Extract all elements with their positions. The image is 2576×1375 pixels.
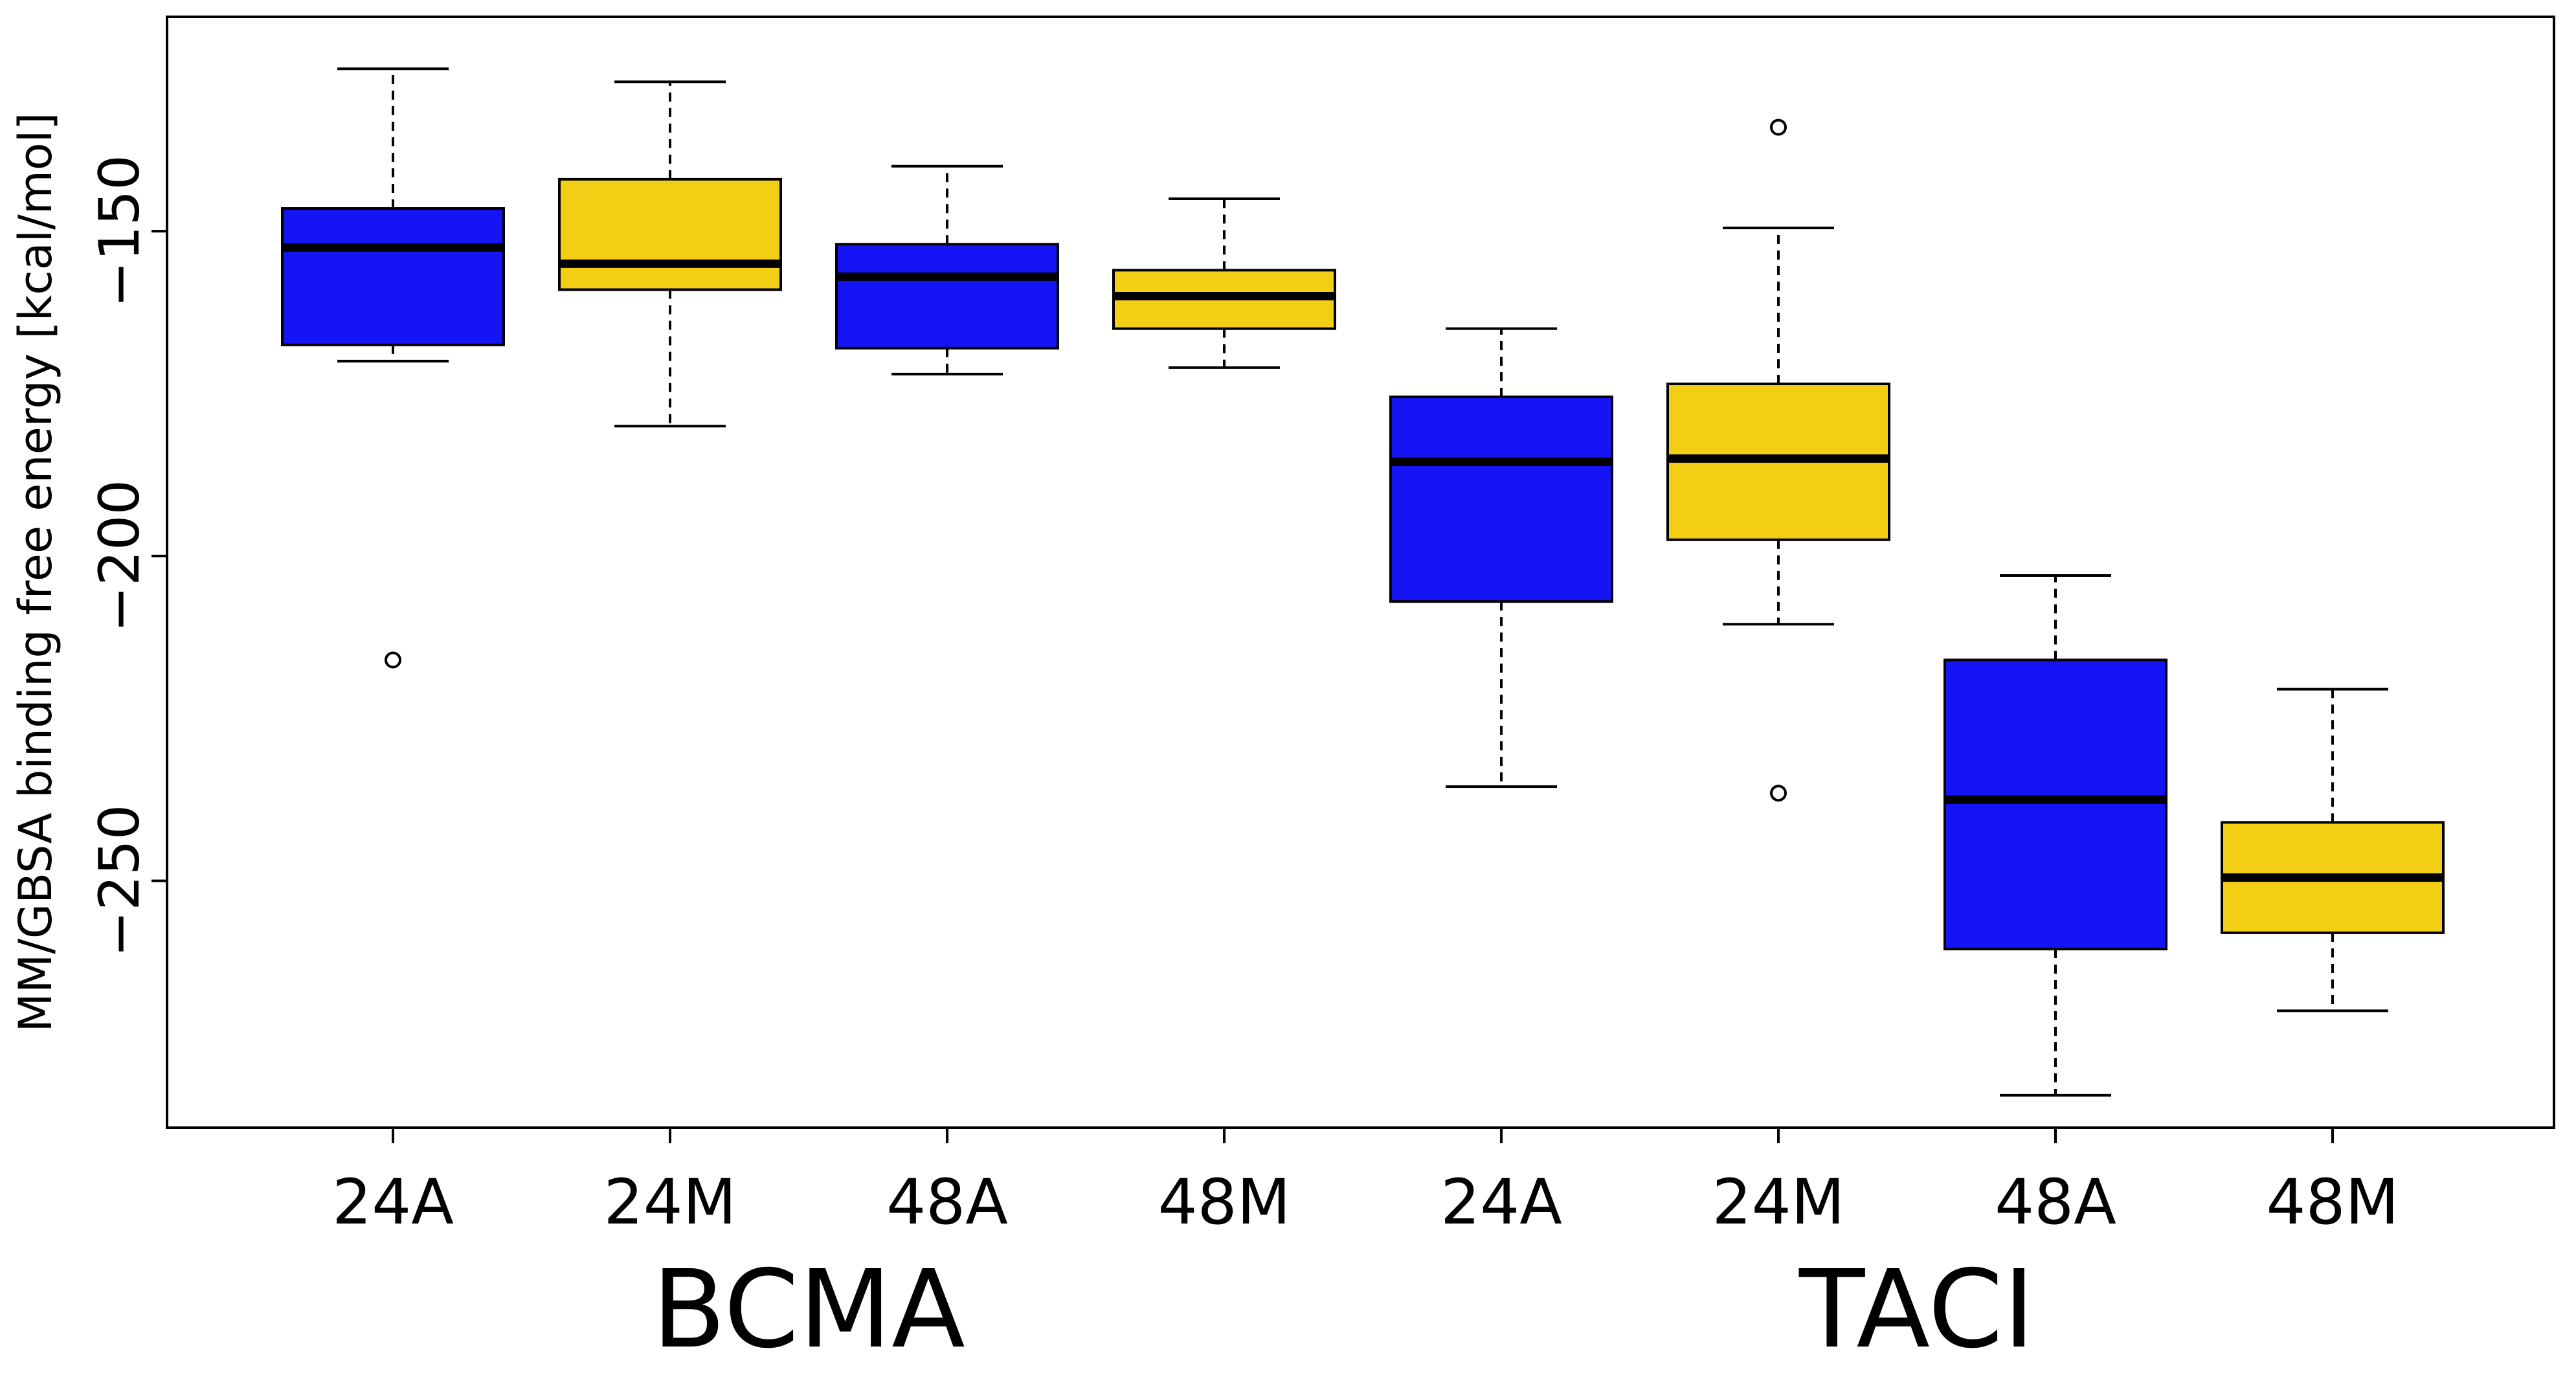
x-tick-label: 48M [2267,1166,2399,1238]
x-tick-label: 48A [886,1166,1008,1238]
outlier-point [1770,785,1787,802]
x-tick-label: 24M [1712,1166,1845,1238]
outlier-point [1770,118,1787,136]
box-taci-24a [1389,327,1613,788]
x-tick-label: 48A [1995,1166,2116,1238]
outlier-point [385,651,401,669]
axis-layer: −150 −200 −250 24A 24M 48A 48M 24A 24M 48A 48M BCMA… [87,155,2399,1372]
y-axis-label: MM/GBSA binding free energy [kcal/mol] [9,113,62,1033]
x-tick-label: 48M [1158,1166,1291,1238]
box-taci-48m [2221,688,2445,1012]
y-tick-label: −250 [87,805,152,957]
marks-layer [281,67,2445,1097]
group-label-bcma: BCMA [652,1247,965,1372]
y-tick-label: −150 [87,155,152,307]
box-bcma-48a [835,164,1059,375]
box-taci-48a [1943,574,2167,1097]
x-tick-label: 24A [1440,1166,1562,1238]
x-tick-label: 24M [604,1166,737,1238]
box-bcma-24a [281,67,505,669]
y-tick-label: −200 [87,480,152,632]
x-tick-label: 24A [332,1166,454,1238]
group-label-taci: TACI [1798,1247,2035,1372]
box-bcma-24m [558,80,782,428]
box-taci-24m [1666,118,1890,802]
iqr-box [558,177,782,291]
box-bcma-48m [1112,197,1336,369]
iqr-box [281,207,505,346]
iqr-box [1943,658,2167,951]
iqr-box [1389,396,1613,603]
iqr-box [835,243,1059,350]
